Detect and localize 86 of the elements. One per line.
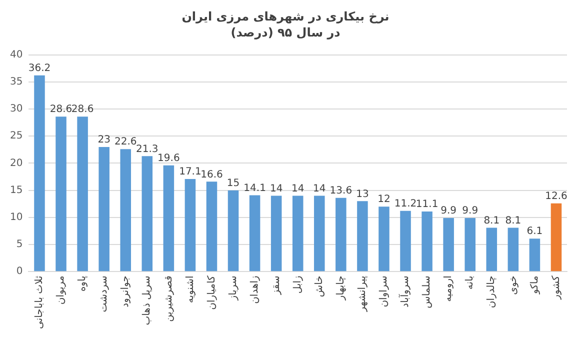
x-tick-label: زاهدان [249,275,260,304]
x-tick-label: سراوان [378,276,390,308]
data-label: 9.9 [462,206,478,217]
data-label: 13.6 [330,186,352,197]
y-tick-label: 30 [10,104,23,115]
bar [550,203,562,272]
bar [98,146,110,272]
bar [378,206,390,272]
data-label: 16.6 [200,169,223,180]
chart-title: نرخ بیکاری در شهرهای مرزی ایران [182,9,390,24]
bar [443,218,454,272]
bar [314,196,325,272]
bar [77,116,88,272]
data-label: 8.1 [484,215,500,226]
x-tick-label: سقز [270,276,282,296]
x-tick-label: سروآباد [398,276,412,308]
data-label: 14 [270,183,283,194]
bar [292,196,304,272]
data-label: 8.1 [505,215,522,226]
data-label: 15 [226,178,240,189]
data-label: 12.6 [545,190,568,202]
data-label: 9.9 [440,206,457,217]
data-label: 12 [378,194,390,206]
x-tick-label: جوانرود [120,276,132,308]
bar [228,190,239,272]
data-label: 14 [313,183,326,194]
y-tick-label: 20 [10,158,23,169]
x-tick-label: چالدران [486,276,498,308]
x-tick-label: زابل [292,275,304,294]
x-tick-label: ثلاث باباجانی [34,275,46,330]
data-label: 17.1 [179,166,202,178]
x-tick-label: اشنویه [184,276,196,304]
x-tick-label: بانه [464,276,476,290]
x-tick-label: مریوان [56,276,67,305]
data-label: 28.6 [71,104,94,116]
data-label: 23 [98,134,110,146]
bar [120,149,131,272]
data-label: 28.6 [50,104,72,116]
bar [142,156,153,272]
bar [486,228,498,272]
data-label: 11.2 [394,198,417,210]
y-tick-label: 5 [16,239,23,250]
x-tick-label: کشور [550,275,562,300]
x-tick-label: خاش [314,276,325,298]
data-label: 19.6 [158,152,180,164]
data-label: 22.6 [114,136,137,148]
bar [163,165,174,272]
data-label: 14 [291,183,304,194]
bar [508,228,519,272]
x-tick-label: ماکو [529,276,540,295]
y-tick-label: 40 [10,49,23,60]
bar [529,238,540,272]
data-label: 13 [356,188,369,200]
bar [249,195,260,272]
bar [336,198,346,272]
y-tick-label: 25 [10,130,23,142]
bar [56,116,66,272]
x-tick-label: سرپل ذهاب [142,276,153,326]
x-tick-label: ارومیه [443,276,454,302]
x-tick-label: خوی [508,276,519,295]
data-label: 36.2 [28,62,51,74]
x-tick-label: پیرانشهر [357,275,368,313]
bar [184,178,196,272]
bar [270,196,282,272]
data-label: 14.1 [244,182,266,194]
x-tick-label: سردشت [98,276,110,312]
bar [357,201,368,272]
y-tick-label: 15 [10,184,23,196]
x-tick-label: کامیاران [206,275,218,310]
x-tick-label: قصرشیرین [163,275,174,322]
bar [206,182,218,272]
y-tick-label: 35 [10,76,23,88]
bar [34,75,45,272]
data-label: 6.1 [526,226,543,238]
bar [422,211,432,272]
x-tick-label: سرباز [228,276,239,302]
x-tick-label: چابهار [336,276,347,302]
bar [464,218,476,272]
data-label: 11.1 [416,199,438,210]
y-tick-label: 0 [16,266,23,278]
bar [400,210,411,272]
chart-subtitle: در سال ۹۵ (درصد) [230,26,340,40]
x-tick-label: پاوه [77,275,88,292]
y-tick-label: 10 [10,212,23,224]
x-tick-label: سلماس [422,276,433,308]
data-label: 21.3 [136,144,158,155]
